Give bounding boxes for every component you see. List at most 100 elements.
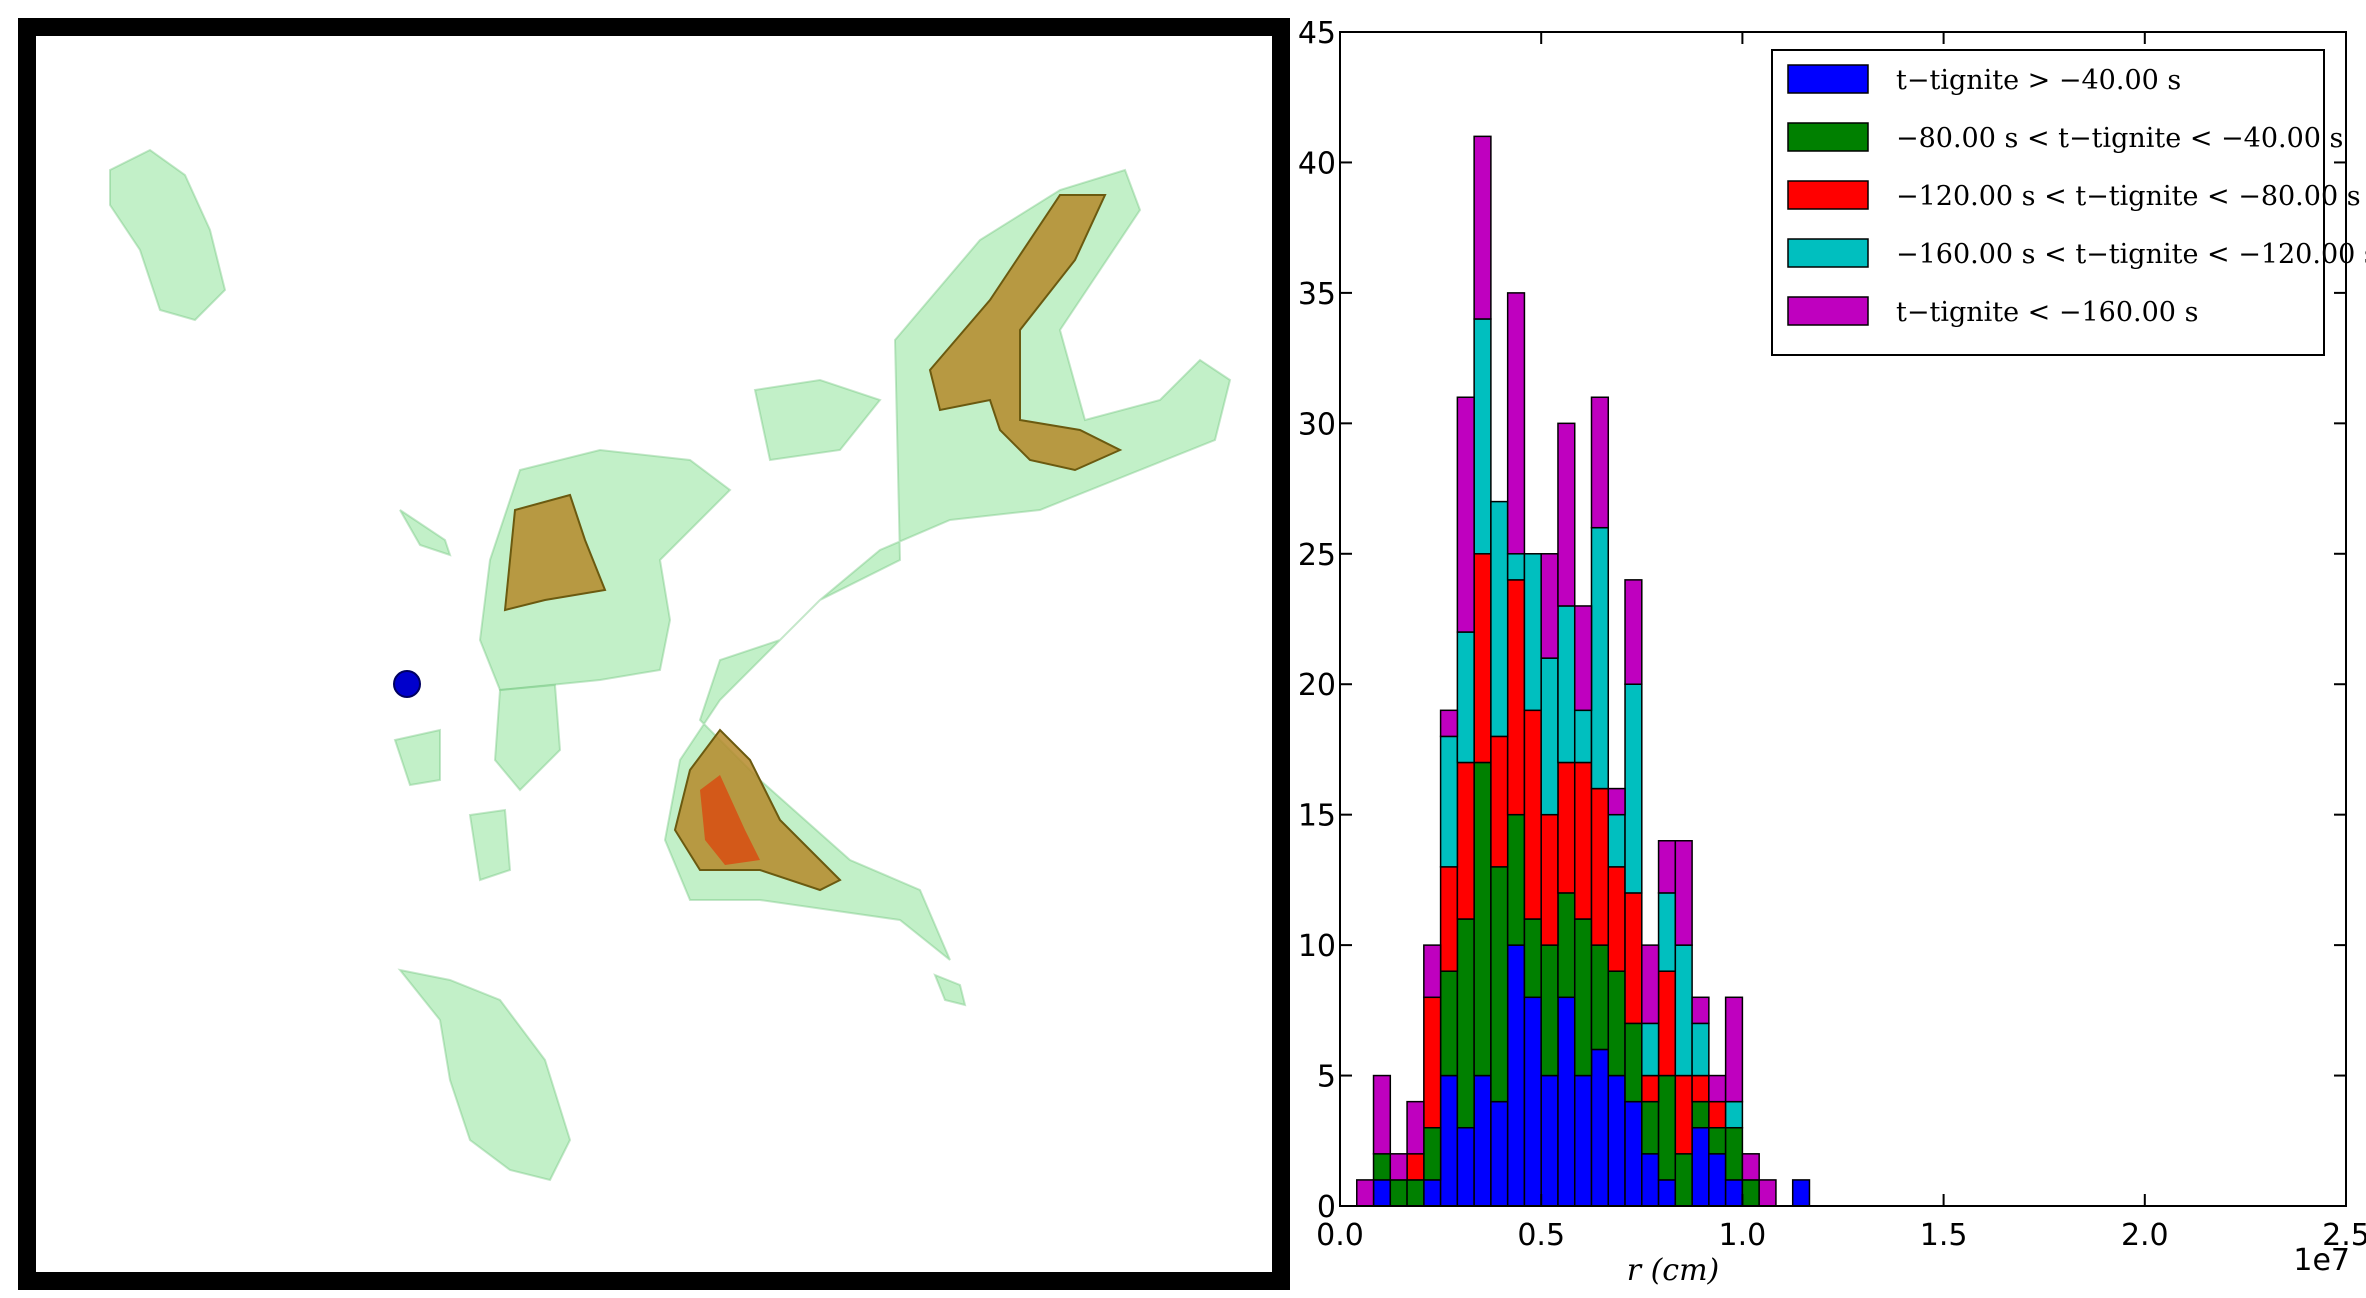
bar [1759,1180,1776,1206]
bar [1491,736,1508,866]
bar [1575,919,1592,1076]
bar [1709,1154,1726,1206]
legend-label: t−tignite > −40.00 s [1896,65,2181,96]
bar [1407,1154,1424,1180]
bar [1474,1076,1491,1206]
bar [1608,971,1625,1075]
bar [1608,867,1625,971]
bar [1709,1128,1726,1154]
x-tick-label: 1.5 [1920,1218,1968,1253]
bar [1441,1076,1458,1206]
bar [1524,554,1541,711]
bar [1374,1154,1391,1180]
y-tick-label: 15 [1298,799,1336,834]
bar [1491,502,1508,737]
bar [1575,1076,1592,1206]
legend-swatch [1788,239,1868,267]
bar [1508,554,1525,580]
bar [1592,528,1609,789]
bar [1407,1180,1424,1206]
bar [1374,1180,1391,1206]
bar [1709,1076,1726,1102]
legend-swatch [1788,181,1868,209]
bar [1625,893,1642,1023]
legend-label: −120.00 s < t−tignite < −80.00 s [1896,181,2361,212]
bar [1457,762,1474,919]
y-tick-label: 30 [1298,407,1336,442]
bar [1508,945,1525,1206]
bar [1692,1076,1709,1102]
bar [1508,815,1525,945]
bar [1692,997,1709,1023]
bar [1407,1102,1424,1154]
bar [1592,397,1609,527]
bar [1742,1180,1759,1206]
bar [1524,919,1541,997]
bar [1457,1128,1474,1206]
bar [1642,1023,1659,1075]
bar [1625,580,1642,684]
bar [1642,1154,1659,1206]
legend-swatch [1788,297,1868,325]
legend-swatch [1788,123,1868,151]
bar [1424,1128,1441,1180]
bar [1675,1154,1692,1206]
x-offset-label: 1e7 [2293,1243,2350,1278]
bar [1608,1076,1625,1206]
bar [1441,971,1458,1075]
bar [1524,997,1541,1206]
y-tick-label: 5 [1317,1060,1336,1095]
bar [1474,136,1491,319]
y-tick-label: 10 [1298,929,1336,964]
bar [1390,1180,1407,1206]
bar [1675,945,1692,1075]
bar [1558,423,1575,606]
bar [1558,606,1575,763]
bar [1474,762,1491,1075]
bar [1692,1128,1709,1206]
bar [1726,1128,1743,1180]
bar [1592,945,1609,1049]
bar [1491,1102,1508,1206]
bar [1424,997,1441,1127]
bar [1675,841,1692,945]
ignition-point [394,671,420,697]
x-tick-label: 0.0 [1316,1218,1364,1253]
bar [1558,762,1575,892]
bar [1592,789,1609,946]
bar [1541,658,1558,815]
bar [1659,893,1676,971]
bar [1659,841,1676,893]
bar [1575,606,1592,710]
bar [1541,815,1558,945]
legend-swatch [1788,65,1868,93]
bar [1508,580,1525,815]
bar [1742,1154,1759,1180]
bar [1474,319,1491,554]
bar [1390,1154,1407,1180]
bar [1726,997,1743,1101]
bar [1709,1102,1726,1128]
bar [1457,919,1474,1128]
x-tick-label: 2.0 [2121,1218,2169,1253]
y-tick-label: 35 [1298,277,1336,312]
bar [1558,893,1575,997]
bar [1524,710,1541,919]
bar [1625,1102,1642,1206]
y-tick-label: 40 [1298,146,1336,181]
render-panel [27,27,1281,1281]
bar [1457,632,1474,762]
y-tick-label: 25 [1298,538,1336,573]
legend-label: t−tignite < −160.00 s [1896,297,2198,328]
y-tick-label: 45 [1298,16,1336,51]
bar [1575,710,1592,762]
bar [1692,1102,1709,1128]
legend-label: −80.00 s < t−tignite < −40.00 s [1896,123,2343,154]
bar [1575,762,1592,919]
bar [1441,736,1458,866]
legend-label: −160.00 s < t−tignite < −120.00 s [1896,239,2366,270]
y-tick-label: 20 [1298,668,1336,703]
bar [1726,1180,1743,1206]
bar [1441,710,1458,736]
bar [1675,1076,1692,1154]
